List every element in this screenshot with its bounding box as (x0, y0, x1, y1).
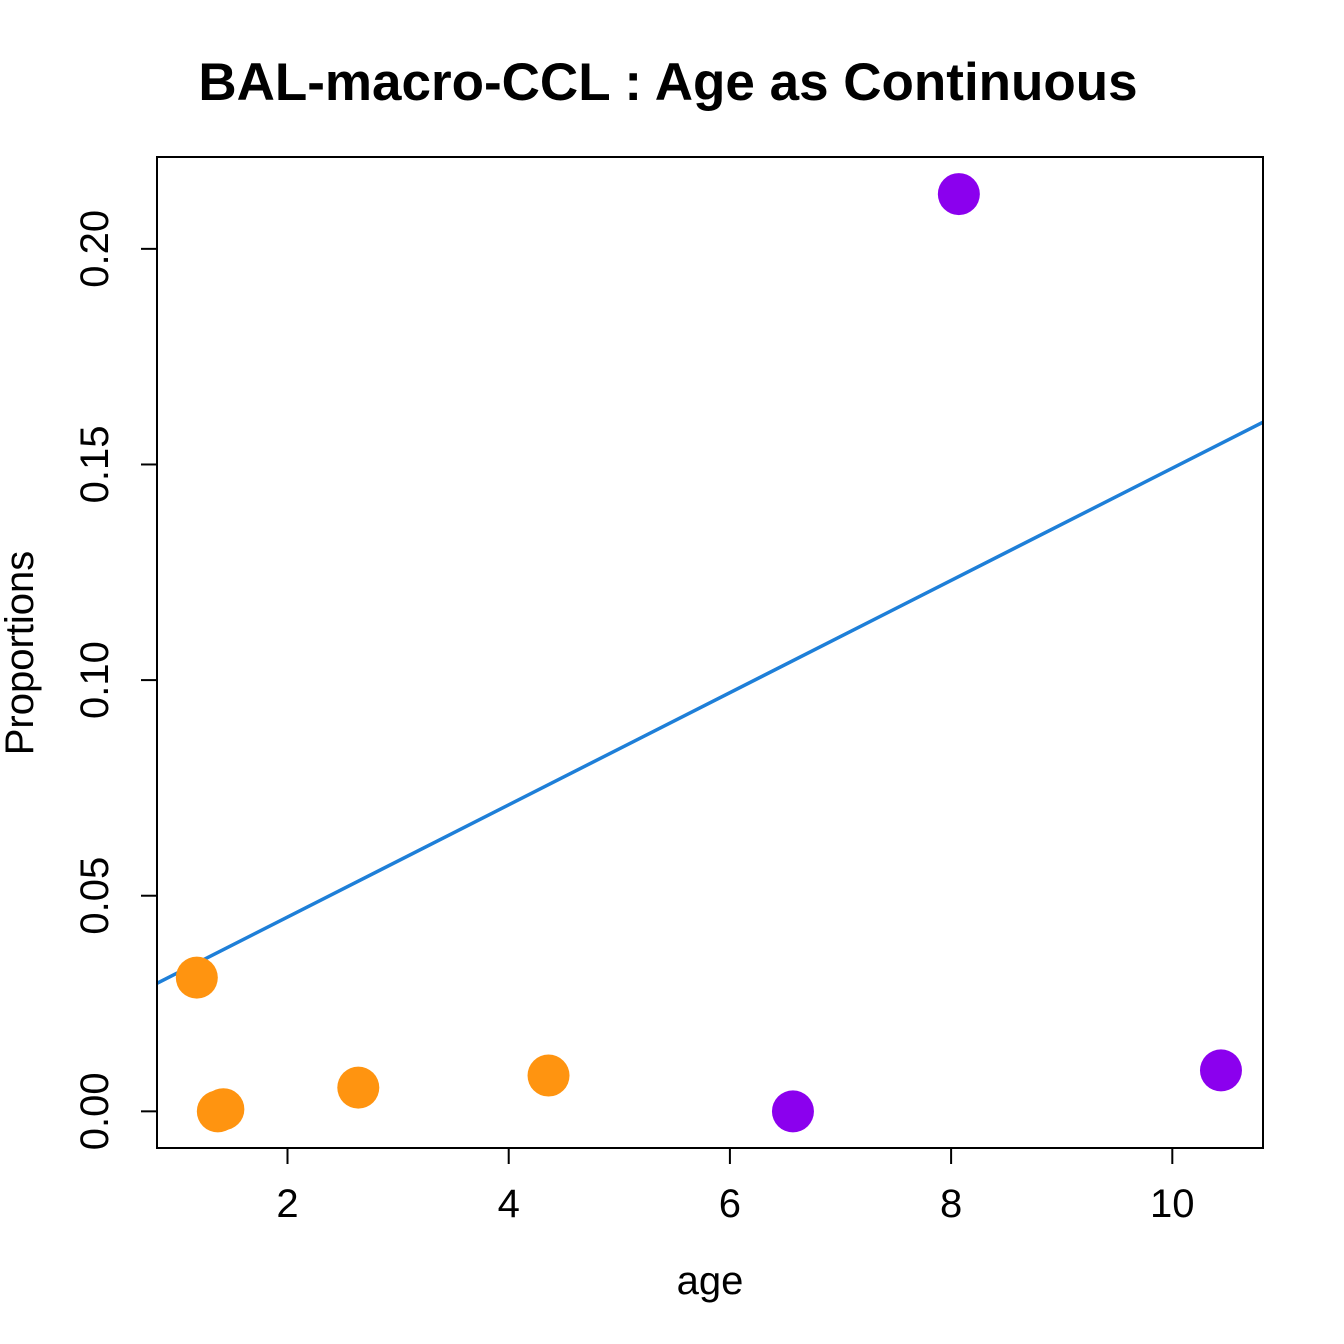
chart-title: BAL-macro-CCL : Age as Continuous (198, 53, 1137, 112)
y-axis: 0.00 0.05 0.10 0.15 0.20 (73, 210, 158, 1150)
data-point (202, 1088, 245, 1131)
fit-line-layer (156, 420, 1264, 985)
y-tick-label: 0.15 (73, 426, 117, 504)
plot-frame (156, 156, 1264, 1149)
x-axis-label: age (677, 1259, 744, 1303)
x-tick-label: 10 (1150, 1182, 1195, 1226)
data-point (337, 1066, 380, 1109)
y-axis-label: Proportions (0, 551, 42, 756)
data-point (175, 956, 218, 999)
x-tick-label: 4 (498, 1182, 520, 1226)
data-point (1199, 1049, 1242, 1092)
x-tick-label: 8 (940, 1182, 962, 1226)
regression-line (156, 420, 1264, 985)
data-point (771, 1090, 814, 1133)
y-tick-label: 0.10 (73, 641, 117, 719)
y-tick-label: 0.20 (73, 210, 117, 288)
x-axis: 2 4 6 8 10 (276, 1147, 1195, 1226)
y-tick-label: 0.00 (73, 1072, 117, 1150)
y-tick-label: 0.05 (73, 857, 117, 935)
x-tick-label: 6 (719, 1182, 741, 1226)
data-point (937, 173, 980, 216)
x-tick-label: 2 (276, 1182, 298, 1226)
data-point (527, 1054, 570, 1097)
points-layer (175, 173, 1242, 1133)
